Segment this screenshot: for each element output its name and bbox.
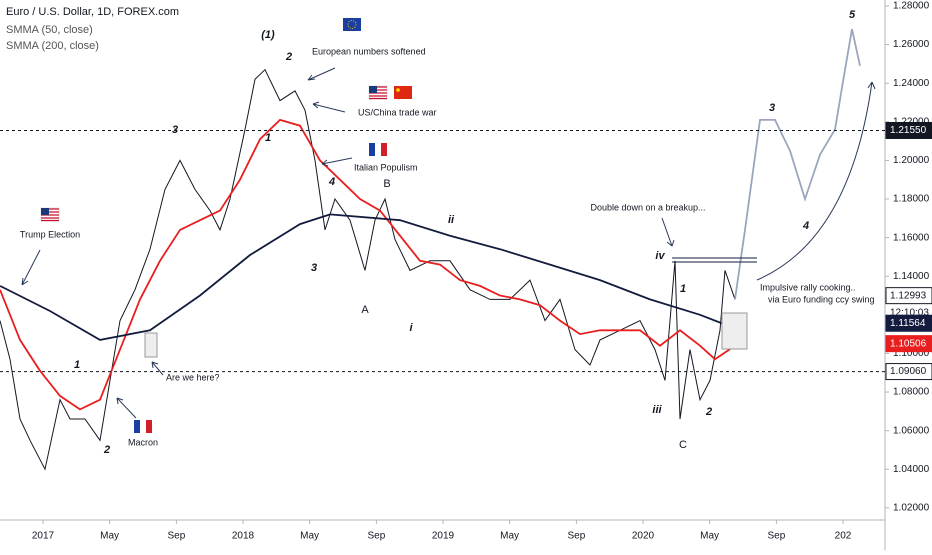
annotation: Double down on a breakup...	[590, 202, 705, 212]
annotation: Trump Election	[20, 229, 80, 239]
annotation: Macron	[128, 437, 158, 447]
y-tick-label: 1.24000	[893, 78, 930, 89]
x-tick-label: May	[300, 531, 319, 542]
price-label: 1.09060	[890, 366, 927, 377]
annotation: 3	[769, 102, 775, 114]
arrow	[312, 101, 346, 113]
annotation: A	[361, 304, 369, 316]
annotation: iii	[652, 404, 662, 416]
series-line	[0, 68, 736, 471]
annotation: 5	[849, 9, 856, 21]
annotation: C	[679, 439, 687, 451]
x-tick-label: 2017	[32, 531, 55, 542]
x-tick-label: 2019	[432, 531, 455, 542]
arrow	[756, 81, 876, 281]
price-label: 1.11564	[890, 318, 926, 329]
flag-china	[394, 86, 412, 99]
box	[721, 312, 748, 350]
series-line	[734, 28, 861, 300]
y-tick-label: 1.26000	[893, 39, 930, 50]
arrow	[116, 397, 137, 419]
x-tick-label: Sep	[368, 531, 386, 542]
price-label-box	[885, 335, 932, 353]
annotation: iv	[655, 250, 665, 262]
price-label-box	[885, 121, 932, 139]
y-tick-label: 1.04000	[893, 464, 930, 475]
x-tick-label: 2018	[232, 531, 255, 542]
price-label-box	[885, 314, 932, 332]
annotation: 1	[680, 283, 686, 295]
annotation: 2	[103, 444, 110, 456]
box	[144, 332, 158, 358]
y-tick-label: 1.02000	[893, 502, 930, 513]
y-tick-label: 1.16000	[893, 232, 930, 243]
y-tick-label: 1.22000	[893, 116, 930, 127]
x-tick-label: May	[700, 531, 719, 542]
x-tick-label: Sep	[568, 531, 586, 542]
plot	[0, 28, 861, 471]
flag-us	[40, 207, 60, 222]
price-label: 1.12993	[890, 290, 927, 301]
y-tick-label: 1.08000	[893, 387, 930, 398]
arrow	[21, 249, 41, 286]
legend-entry: SMMA (200, close)	[6, 40, 99, 52]
annotation: 4	[802, 220, 809, 232]
annotation: Italian Populism	[354, 162, 418, 172]
x-tick-label: May	[500, 531, 519, 542]
flag-france	[369, 143, 387, 156]
arrow	[307, 67, 336, 81]
annotation: ii	[448, 214, 455, 226]
countdown: 12:10:03	[890, 307, 929, 318]
flag-france	[134, 420, 152, 433]
chart-title: Euro / U.S. Dollar, 1D, FOREX.com	[6, 6, 179, 18]
price-label-box	[885, 363, 932, 381]
x-tick-label: Sep	[768, 531, 786, 542]
arrows	[21, 67, 876, 419]
y-tick-label: 1.28000	[893, 1, 930, 12]
annotation: via Euro funding ccy swing	[768, 294, 875, 304]
y-tick-label: 1.14000	[893, 271, 930, 282]
annotation: (1)	[261, 29, 275, 41]
annotation: Impulsive rally cooking..	[760, 282, 856, 292]
annotation: i	[409, 322, 413, 334]
x-tick-label: May	[100, 531, 119, 542]
price-label: 1.21550	[890, 125, 927, 136]
y-tick-label: 1.06000	[893, 425, 930, 436]
arrow	[661, 217, 675, 247]
price-label-box	[885, 287, 932, 305]
x-tick-label: 202	[835, 531, 852, 542]
price-label: 1.10506	[890, 338, 927, 349]
annotation: 4	[328, 176, 335, 188]
flag-us	[368, 85, 388, 100]
annotation: European numbers softened	[312, 46, 426, 56]
series-line	[0, 213, 726, 341]
y-tick-label: 1.18000	[893, 194, 930, 205]
x-tick-label: Sep	[168, 531, 186, 542]
annotation: 2	[285, 51, 292, 63]
annotation: B	[383, 178, 390, 190]
annotation: US/China trade war	[358, 107, 437, 117]
x-tick-label: 2020	[632, 531, 655, 542]
arrow	[321, 157, 353, 167]
annotation: 3	[311, 262, 317, 274]
arrow	[151, 361, 164, 376]
annotation: Are we here?	[166, 372, 220, 382]
y-tick-label: 1.20000	[893, 155, 930, 166]
annotation: 2	[705, 406, 712, 418]
flag-eu	[343, 18, 361, 31]
legend-entry: SMMA (50, close)	[6, 24, 93, 36]
annotation: 3	[172, 124, 178, 136]
y-tick-label: 1.10000	[893, 348, 930, 359]
annotation: 1	[265, 132, 271, 144]
annotation: 1	[74, 359, 80, 371]
series-line	[0, 118, 736, 411]
